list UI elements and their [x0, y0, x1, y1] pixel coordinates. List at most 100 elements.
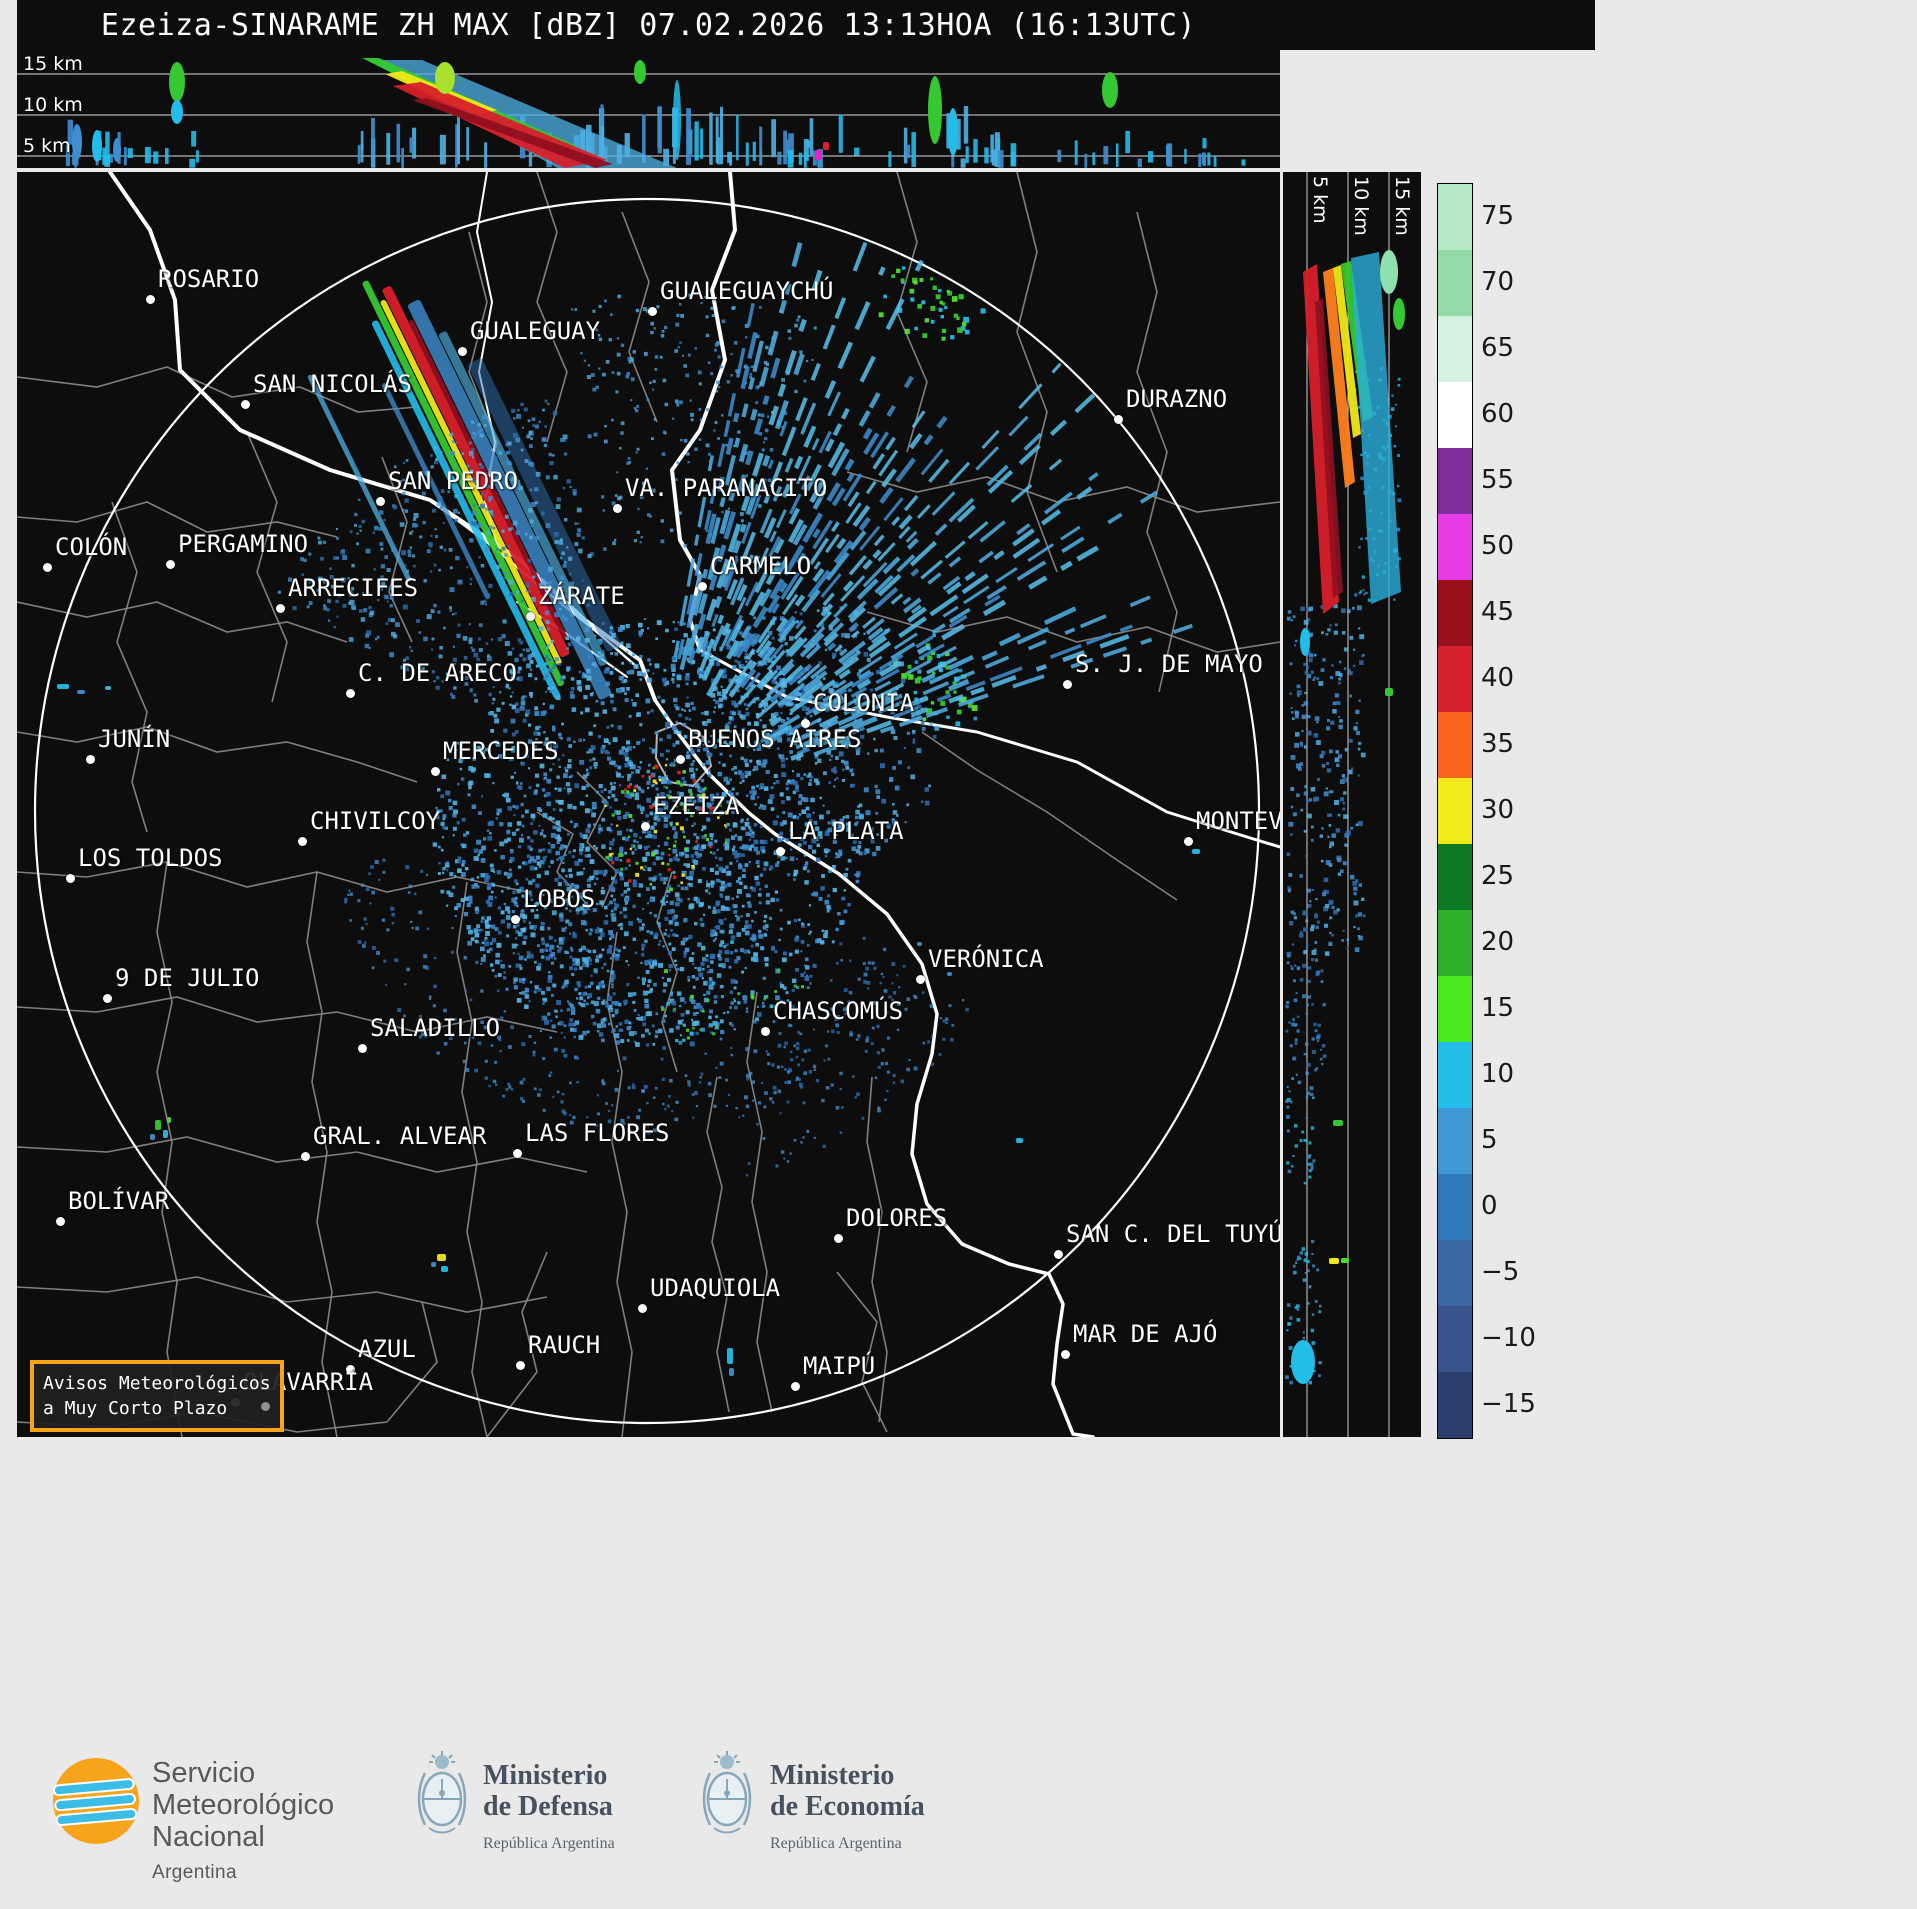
city-label-ver-nica: VERÓNICA — [928, 945, 1044, 973]
city-dot — [298, 837, 307, 846]
city-label-colonia: COLONIA — [813, 689, 915, 717]
city-dot — [346, 1365, 355, 1374]
colorbar-ticks: 75 70 65 60 55 50 45 40 35 30 25 20 15 10 5 0 −5 −10 −15 — [1481, 183, 1581, 1445]
city-dot — [511, 915, 520, 924]
colorbar — [1437, 183, 1473, 1439]
top-cross-section-panel: 15 km 10 km 5 km — [17, 50, 1280, 168]
city-dot — [834, 1234, 843, 1243]
city-label-san-pedro: SAN PEDRO — [388, 467, 519, 495]
city-label-pergamino: PERGAMINO — [178, 530, 309, 558]
footer: Servicio Meteorológico Nacional Argentin… — [0, 1437, 1917, 1909]
colorbar-tick: 0 — [1481, 1191, 1498, 1221]
warning-line-1: Avisos Meteorológicos — [43, 1373, 271, 1394]
city-dot — [346, 689, 355, 698]
smn-wordmark: Servicio Meteorológico Nacional Argentin… — [152, 1757, 334, 1889]
colorbar-tick: 50 — [1481, 531, 1515, 561]
page-title: Ezeiza-SINARAME ZH MAX [dBZ] 07.02.2026 … — [100, 8, 1197, 43]
city-dot — [776, 847, 785, 856]
city-label-chascom-s: CHASCOMÚS — [773, 997, 904, 1025]
city-label-jun-n: JUNÍN — [98, 725, 171, 753]
city-dot — [86, 755, 95, 764]
economia-line-2: de Economía — [770, 1791, 925, 1822]
colorbar-segment — [1438, 976, 1472, 1042]
colorbar-tick: −10 — [1481, 1323, 1536, 1353]
storm-spike — [307, 280, 621, 700]
city-dot — [1054, 1250, 1063, 1259]
titlebar: Ezeiza-SINARAME ZH MAX [dBZ] 07.02.2026 … — [17, 0, 1595, 50]
city-dot — [261, 1402, 270, 1411]
colorbar-tick: 15 — [1481, 993, 1515, 1023]
range-circle — [33, 197, 1261, 1425]
city-dot — [166, 560, 175, 569]
city-label-lobos: LOBOS — [523, 885, 596, 913]
city-label-carmelo: CARMELO — [710, 552, 812, 580]
city-label-va-paranacito: VA. PARANACITO — [625, 474, 828, 502]
colorbar-segment — [1438, 382, 1472, 448]
colorbar-segment — [1438, 712, 1472, 778]
city-dot — [146, 295, 155, 304]
height-label-15km: 15 km — [1391, 176, 1413, 236]
city-label-montev: MONTEV — [1196, 807, 1280, 835]
colorbar-tick: 30 — [1481, 795, 1515, 825]
colorbar-tick: 65 — [1481, 333, 1515, 363]
city-label-mercedes: MERCEDES — [443, 737, 559, 765]
coat-of-arms-icon — [698, 1749, 756, 1841]
city-label-chivilcoy: CHIVILCOY — [310, 807, 441, 835]
colorbar-tick: 60 — [1481, 399, 1515, 429]
height-label-10km: 10 km — [1350, 176, 1372, 236]
city-label-s-j-de-mayo: S. J. DE MAYO — [1075, 650, 1263, 678]
colorbar-segment — [1438, 580, 1472, 646]
ministerio-economia-wordmark: Ministerio de Economía República Argenti… — [770, 1760, 925, 1859]
city-dot — [526, 612, 535, 621]
radar-map-panel: ROSARIO GUALEGUAYCHÚ GUALEGUAY SAN NICOLÁS D… — [17, 172, 1280, 1437]
smn-logo-icon — [50, 1755, 142, 1851]
city-dot — [66, 874, 75, 883]
city-label-c-de-areco: C. DE ARECO — [358, 659, 517, 687]
colorbar-tick: 70 — [1481, 267, 1515, 297]
colorbar-tick: 45 — [1481, 597, 1515, 627]
city-dot — [1114, 415, 1123, 424]
smn-line-3: Nacional — [152, 1821, 265, 1853]
city-dot — [358, 1044, 367, 1053]
city-dot — [613, 504, 622, 513]
city-dot — [801, 719, 810, 728]
coat-of-arms-icon — [413, 1749, 471, 1841]
economia-line-3: República Argentina — [770, 1835, 902, 1852]
colorbar-tick: 75 — [1481, 201, 1515, 231]
colorbar-tick: −5 — [1481, 1257, 1520, 1287]
defensa-line-2: de Defensa — [483, 1791, 613, 1822]
colorbar-segment — [1438, 250, 1472, 316]
city-label-9-de-julio: 9 DE JULIO — [115, 964, 260, 992]
height-label-15km: 15 km — [23, 53, 83, 75]
economia-line-1: Ministerio — [770, 1760, 895, 1791]
city-dot — [1063, 680, 1072, 689]
colorbar-segment — [1438, 646, 1472, 712]
city-dot — [791, 1382, 800, 1391]
city-label-udaquiola: UDAQUIOLA — [650, 1274, 781, 1302]
city-dot — [431, 767, 440, 776]
city-label-durazno: DURAZNO — [1126, 385, 1228, 413]
city-label-gualeguay: GUALEGUAY — [470, 317, 601, 345]
colorbar-tick: −15 — [1481, 1389, 1536, 1419]
city-label-saladillo: SALADILLO — [370, 1014, 501, 1042]
colorbar-segment — [1438, 514, 1472, 580]
warning-line-2: a Muy Corto Plazo — [43, 1398, 228, 1419]
city-dot — [638, 1304, 647, 1313]
city-dot — [376, 497, 385, 506]
colorbar-segment — [1438, 1108, 1472, 1174]
city-dot — [56, 1217, 65, 1226]
colorbar-segment — [1438, 844, 1472, 910]
colorbar-segment — [1438, 448, 1472, 514]
city-label-arrecifes: ARRECIFES — [288, 574, 419, 602]
city-label-mar-de-aj-: MAR DE AJÓ — [1073, 1320, 1218, 1348]
city-label-san-nicol-s: SAN NICOLÁS — [253, 370, 412, 398]
height-label-5km: 5 km — [23, 135, 71, 157]
ministerio-defensa-wordmark: Ministerio de Defensa República Argentin… — [483, 1760, 615, 1859]
colorbar-tick: 55 — [1481, 465, 1515, 495]
colorbar-tick: 20 — [1481, 927, 1515, 957]
city-dot — [698, 582, 707, 591]
city-dot — [761, 1027, 770, 1036]
city-dot — [43, 563, 52, 572]
city-label-las-flores: LAS FLORES — [525, 1119, 670, 1147]
